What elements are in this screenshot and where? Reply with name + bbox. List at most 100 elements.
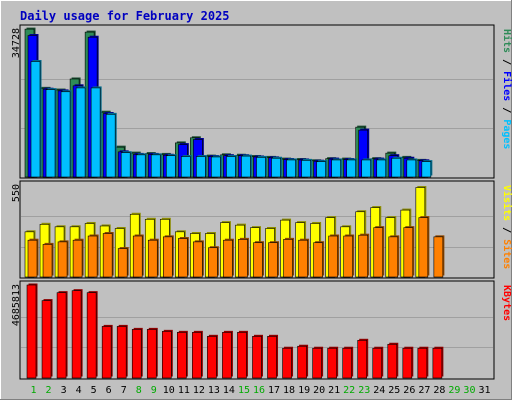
bar [177,332,187,379]
bar [42,244,53,278]
bar-pages-day-24 [376,158,388,178]
bar [312,347,322,379]
bar [60,91,71,178]
bar-kbytes-day-10 [161,329,173,379]
bar-sites-day-9 [147,238,159,278]
bar-sites-day-4 [72,238,84,278]
bar-sites-day-28 [433,235,445,278]
bar-sites-day-25 [388,235,400,278]
bar [328,235,338,278]
bar-kbytes-day-7 [116,324,128,379]
bar [268,242,278,278]
x-tick-label: 23 [358,385,370,396]
bar [252,336,262,379]
bar [90,87,101,178]
bar-pages-day-5 [90,86,102,178]
x-tick-label: 31 [478,385,490,396]
bar-sites-day-8 [132,234,144,278]
bar [193,241,203,278]
bar [226,156,236,178]
bar [421,161,432,178]
bar-pages-day-18 [286,158,298,178]
bar [316,161,326,178]
series-legend: Hits / Files / Pages [501,29,512,149]
bar [313,242,323,278]
bar [357,339,368,379]
bar [86,292,97,379]
bar [286,159,296,178]
bar-kbytes-day-16 [252,334,263,379]
bar [71,290,82,379]
bar-pages-day-20 [316,160,328,178]
bar [283,239,293,278]
bar [101,326,112,379]
bar-sites-day-22 [343,234,355,278]
bar-kbytes-day-15 [237,330,248,379]
bar-kbytes-day-20 [312,346,324,379]
bar [297,345,307,379]
legend-entry: Visits [501,185,512,221]
bar-sites-day-23 [358,233,370,278]
bar [373,227,384,278]
bar [432,347,443,379]
bar-pages-day-22 [346,158,358,178]
panel-visits-sites: 550 Visits / Sites [11,180,512,279]
bar-sites-day-24 [373,226,385,278]
bar-sites-day-11 [178,237,189,278]
bar-kbytes-day-6 [101,324,113,379]
panels-group: 34728 Hits / Files / Pages 550 Visits / Sit… [11,24,512,380]
bar-pages-day-4 [75,86,87,178]
x-tick-label: 19 [298,385,310,396]
x-tick-label: 8 [136,385,142,396]
bar-sites-day-20 [313,241,325,278]
bar-pages-day-15 [241,154,252,178]
bar [161,331,172,379]
bar-sites-day-27 [418,216,430,278]
bar-sites-day-15 [238,237,249,278]
bar-kbytes-day-11 [177,330,188,379]
bar [343,235,353,278]
bar [358,234,369,278]
bar-pages-day-7 [120,151,132,178]
bar-sites-day-17 [268,241,280,278]
bar [27,239,38,278]
bar [72,239,83,278]
x-tick-label: 10 [163,385,175,396]
legend-entry: Pages [501,119,512,149]
x-tick-label: 30 [463,385,475,396]
panel-kbytes: 4685813 KBytes [11,280,512,380]
bar-kbytes-day-2 [41,299,53,379]
bar-pages-day-1 [30,60,42,178]
bar [150,154,161,178]
legend-entry: Sites [501,239,512,269]
bar [267,336,277,379]
bar-sites-day-14 [223,238,234,278]
x-tick-label: 20 [313,385,325,396]
bar-kbytes-day-8 [131,327,143,379]
legend-entry: Hits [501,29,512,53]
series-kbytes [26,283,444,379]
bar [238,239,248,278]
bar-pages-day-3 [60,90,72,178]
x-tick-label: 11 [178,385,190,396]
bar [403,227,414,278]
bar [211,156,221,178]
chart-title: Daily usage for February 2025 [20,9,230,23]
bar [165,155,176,178]
bar-sites-day-3 [57,240,69,278]
bar [237,332,247,379]
bar-kbytes-day-3 [56,291,68,379]
y-max-label: 34728 [11,28,22,58]
bar [87,235,98,278]
bar [327,347,337,379]
bar-sites-day-19 [298,238,310,278]
bar-kbytes-day-9 [146,327,158,379]
legend-entry: / [501,53,512,71]
x-tick-label: 12 [193,385,205,396]
bar-sites-day-2 [42,242,54,278]
bar [433,236,444,278]
bar-kbytes-day-5 [86,291,98,379]
bar-pages-day-25 [391,156,403,178]
bar-sites-day-21 [328,234,340,278]
